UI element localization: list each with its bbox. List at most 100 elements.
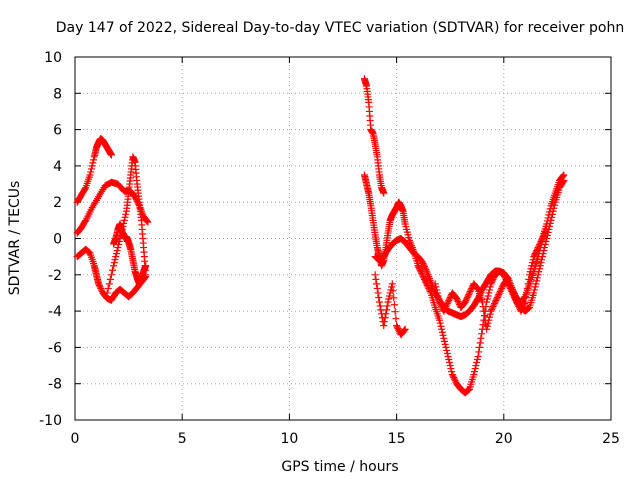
point-A1-3-3 [88, 162, 96, 170]
point-B5-5-2 [454, 297, 462, 305]
point-B5-22-3 [528, 262, 536, 270]
point-B3-11-3 [420, 263, 428, 271]
point-A4-1-2 [111, 256, 119, 264]
point-B2-36-2 [476, 343, 484, 351]
point-B5-8-0 [465, 289, 473, 297]
x-tick-label-4: 20 [495, 431, 513, 447]
point-B2-38-5 [486, 283, 494, 291]
point-B5-11-0 [478, 298, 486, 306]
point-B4-4-4 [391, 308, 399, 316]
point-B3-38-0 [534, 271, 542, 279]
point-B5-25-2 [540, 231, 548, 239]
point-B3-37-2 [531, 283, 539, 291]
point-B5-14-1 [492, 297, 500, 305]
point-B3-41-2 [548, 210, 556, 218]
point-B3-37-4 [533, 277, 541, 285]
axis-ticks: 0 5 10 15 20 25 -10 -8 -6 -4 -2 0 2 4 6 8 10 [39, 50, 620, 447]
point-B5-0-2 [433, 286, 441, 294]
point-B5-12-3 [485, 316, 493, 324]
point-B5-14-2 [493, 295, 501, 303]
point-B5-15-3 [498, 284, 506, 292]
point-A4-1-3 [112, 253, 120, 261]
y-tick-label-1: -8 [48, 377, 62, 393]
point-B5-23-4 [533, 247, 541, 255]
x-axis-label: GPS time / hours [281, 459, 398, 475]
point-A2-13-0 [144, 218, 152, 226]
point-B5-22-0 [526, 271, 534, 279]
point-B5-1-0 [435, 298, 443, 306]
point-B5-12-1 [483, 322, 491, 330]
point-B4-4-2 [390, 294, 398, 302]
point-B5-20-0 [517, 307, 525, 315]
point-B3-38-3 [536, 262, 544, 270]
point-B5-24-4 [537, 238, 545, 246]
point-B2-38-4 [486, 286, 494, 294]
point-B3-11-4 [421, 264, 429, 272]
point-B2-35-0 [470, 371, 478, 379]
point-B2-23-3 [420, 275, 428, 283]
point-B3-11-1 [419, 260, 427, 268]
point-B5-5-0 [453, 294, 461, 302]
point-B3-41-1 [548, 213, 556, 221]
y-axis-label: SDTVAR / TECUs [7, 181, 23, 296]
point-B4-5-2 [394, 325, 402, 333]
series-A5 [110, 220, 150, 288]
point-B5-25-1 [539, 233, 547, 241]
point-B3-38-4 [537, 259, 545, 267]
point-A4-1-0 [110, 262, 118, 270]
point-B2-22-2 [415, 265, 423, 273]
point-B2-22-4 [417, 268, 425, 276]
x-tick-label-0: 0 [71, 431, 80, 447]
point-B2-30-1 [449, 372, 457, 380]
point-B5-13-1 [488, 306, 496, 314]
point-B4-1-1 [376, 302, 384, 310]
point-B5-25-3 [541, 230, 549, 238]
point-B2-35-3 [472, 362, 480, 370]
point-B5-13-3 [489, 303, 497, 311]
point-B5-24-2 [536, 241, 544, 249]
point-B4-2-1 [380, 318, 388, 326]
point-B2-24-3 [425, 284, 433, 292]
point-B2-22-0 [414, 262, 422, 270]
point-B2-33-4 [464, 386, 472, 394]
point-A2-10-0 [131, 193, 139, 201]
point-B5-20-4 [520, 301, 528, 309]
point-B5-2-3 [442, 303, 450, 311]
point-B5-2-4 [443, 301, 451, 309]
point-B5-26-0 [543, 225, 551, 233]
point-B5-21-0 [521, 298, 529, 306]
point-B3-37-1 [531, 286, 539, 294]
point-B5-24-3 [536, 239, 544, 247]
point-B2-27-1 [436, 319, 444, 327]
point-B2-22-1 [415, 263, 423, 271]
point-B5-23-0 [530, 253, 538, 261]
point-B4-4-1 [389, 287, 397, 295]
point-A1-12-0 [107, 151, 115, 159]
point-B5-8-1 [466, 287, 474, 295]
point-B2-35-4 [473, 359, 481, 367]
point-B2-23-4 [421, 277, 429, 285]
point-B2-35-5 [473, 356, 481, 363]
point-B3-39-3 [541, 244, 549, 252]
point-B2-38-2 [484, 292, 492, 300]
point-B1-9-0 [380, 189, 388, 197]
point-B2-38-3 [485, 289, 493, 297]
point-A4-2-1 [115, 241, 123, 249]
point-B5-22-5 [529, 256, 537, 264]
point-B4-3-1 [385, 295, 393, 303]
point-B4-2-4 [383, 306, 391, 314]
series-B1 [360, 75, 388, 197]
point-B5-0-1 [432, 283, 440, 291]
point-B3-41-4 [550, 204, 558, 212]
point-B5-14-5 [495, 290, 503, 298]
y-tick-label-2: -6 [48, 340, 62, 356]
point-B3-30-0 [500, 271, 508, 279]
point-B5-13-5 [491, 300, 499, 308]
point-B2-27-4 [438, 328, 446, 336]
point-B5-2-5 [443, 300, 451, 308]
point-B5-14-3 [493, 293, 501, 301]
point-B2-39-0 [487, 280, 495, 288]
point-B5-2-1 [440, 306, 448, 314]
point-B5-21-2 [523, 289, 531, 297]
y-tick-label-8: 6 [53, 123, 62, 139]
